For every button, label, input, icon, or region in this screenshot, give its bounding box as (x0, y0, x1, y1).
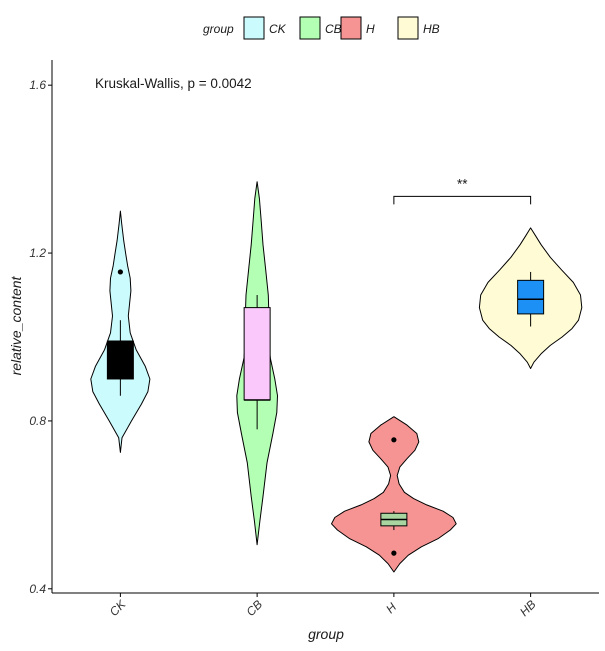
significance-brackets: ** (393, 176, 532, 205)
legend-key-ck (243, 16, 265, 40)
box-ck (106, 340, 134, 380)
box-cb (243, 307, 271, 401)
violin-h (331, 416, 457, 573)
box-hb (517, 279, 545, 315)
violins-layer (90, 181, 583, 573)
x-tick-label: HB (517, 597, 539, 619)
legend-label-ck: CK (269, 22, 287, 36)
legend-key-cb (299, 16, 321, 40)
y-tick-label: 1.6 (29, 78, 46, 92)
x-axis-title: group (308, 626, 344, 642)
y-axis-title: relative_content (8, 275, 24, 375)
significance-bracket (393, 195, 532, 205)
x-tick-label: CK (107, 597, 129, 619)
axes-layer: 0.4 0.8 1.2 1.6 CK CB H HB group relative_cont… (8, 60, 599, 642)
legend-key-hb (397, 16, 419, 40)
legend-label-hb: HB (423, 22, 440, 36)
legend-label-h: H (366, 22, 375, 36)
legend-key-h (340, 16, 362, 40)
x-tick-label: CB (243, 597, 265, 619)
y-tick-label: 1.2 (29, 246, 46, 260)
significance-label: ** (457, 176, 468, 191)
kruskal-wallis-annotation: Kruskal-Wallis, p = 0.0042 (95, 76, 252, 91)
y-tick-label: 0.8 (29, 414, 46, 428)
outlier-point (391, 550, 397, 556)
outlier-point (391, 437, 397, 443)
y-tick-label: 0.4 (29, 582, 46, 596)
legend-label-cb: CB (325, 22, 342, 36)
x-tick-label: H (383, 600, 399, 616)
outlier-point (117, 269, 123, 275)
legend: group CK CB H HB (203, 16, 440, 40)
legend-title: group (203, 22, 234, 36)
